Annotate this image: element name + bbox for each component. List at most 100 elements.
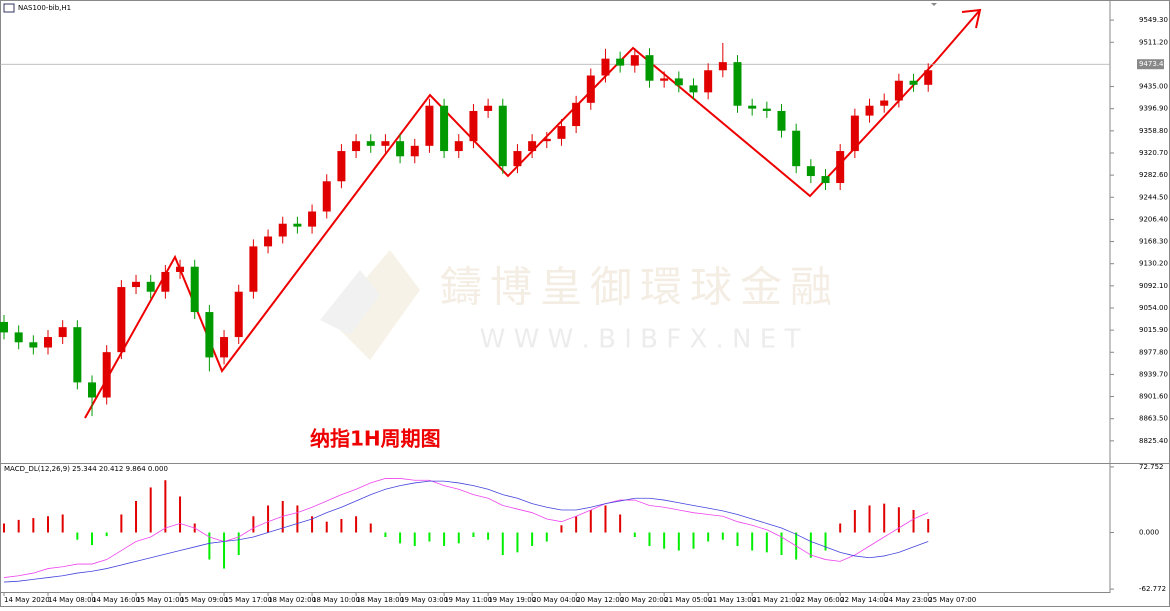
x-tick-label: 15 May 17:00 — [224, 596, 272, 604]
x-tick-label: 20 May 12:00 — [576, 596, 624, 604]
candle-body — [557, 126, 566, 139]
candle-body — [176, 266, 185, 272]
y-tick-label: 9092.10 — [1139, 282, 1168, 290]
y-tick-label: 9206.40 — [1139, 215, 1168, 223]
x-tick-label: 14 May 08:00 — [48, 596, 96, 604]
macd-title: MACD_DL(12,26,9) 25.344 20.412 9.864 0.0… — [4, 465, 168, 473]
candle-body — [264, 236, 273, 247]
y-tick-label: 8863.50 — [1139, 415, 1168, 423]
candle-body — [132, 281, 141, 288]
candle-body — [293, 223, 302, 227]
candle-body — [410, 145, 419, 157]
candle-body — [337, 151, 346, 182]
macd-line — [3, 480, 929, 583]
candle-body — [73, 327, 82, 383]
candle-body — [381, 141, 390, 146]
candle-body — [454, 141, 463, 152]
y-tick-label: 9435.00 — [1139, 83, 1168, 91]
candle-body — [630, 55, 639, 66]
candle-body — [645, 55, 654, 81]
candle-body — [674, 78, 683, 86]
candle-body — [102, 352, 111, 398]
x-tick-label: 14 May 2020 — [4, 596, 50, 604]
candle-body — [352, 141, 361, 152]
candle-body — [190, 266, 199, 313]
candle-body — [322, 181, 331, 212]
x-tick-label: 15 May 01:00 — [136, 596, 184, 604]
candle-body — [909, 80, 918, 85]
candle-body — [792, 130, 801, 167]
y-tick-label: 8825.40 — [1139, 437, 1168, 445]
candle-body — [146, 281, 155, 292]
watermark-url: W W W . B I B F X . N E T — [480, 325, 801, 355]
candle-body — [777, 110, 786, 131]
candle-body — [660, 78, 669, 81]
x-tick-label: 22 May 06:00 — [796, 596, 844, 604]
watermark-logo — [320, 270, 380, 335]
x-tick-label: 15 May 09:00 — [180, 596, 228, 604]
y-tick-label: 9244.50 — [1139, 193, 1168, 201]
candle-body — [161, 271, 170, 292]
candle-body — [58, 327, 67, 338]
candle-body — [689, 85, 698, 93]
candle-body — [748, 105, 757, 109]
y-tick-label: 9320.70 — [1139, 149, 1168, 157]
trend-zigzag — [84, 9, 981, 419]
candle-body — [704, 70, 713, 93]
candle-body — [220, 337, 229, 358]
candle-body — [865, 105, 874, 116]
candle-body — [572, 102, 581, 127]
candle-body — [762, 108, 771, 111]
x-tick-label: 24 May 23:00 — [884, 596, 932, 604]
current-price-label: 9473.40 — [1139, 60, 1168, 68]
candle-body — [205, 312, 214, 358]
candle-body — [366, 141, 375, 146]
candle-body — [601, 58, 610, 76]
y-tick-label: 0.000 — [1139, 529, 1159, 537]
x-tick-label: 14 May 16:00 — [92, 596, 140, 604]
candle-body — [821, 176, 830, 184]
annotation: 纳指1H周期图 — [310, 427, 441, 451]
candle-body — [484, 105, 493, 111]
candle-body — [718, 62, 727, 71]
y-tick-label: 9054.00 — [1139, 304, 1168, 312]
y-tick-label: 8939.70 — [1139, 370, 1168, 378]
x-tick-label: 19 May 19:00 — [488, 596, 536, 604]
arrow-head — [961, 8, 982, 29]
candle-body — [14, 332, 23, 343]
y-tick-label: -62.772 — [1139, 585, 1166, 593]
candle-body — [924, 70, 933, 85]
candle-body — [880, 100, 889, 106]
y-tick-label: 9358.80 — [1139, 127, 1168, 135]
x-tick-label: 18 May 18:00 — [356, 596, 404, 604]
candle-body — [249, 246, 258, 292]
y-tick-label: 9015.90 — [1139, 326, 1168, 334]
watermark-text: 鑄博皇御環球金融 — [440, 263, 840, 312]
candle-body — [836, 151, 845, 184]
candle-body — [234, 291, 243, 338]
x-tick-label: 19 May 03:00 — [400, 596, 448, 604]
watermark: 鑄博皇御環球金融 W W W . B I B F X . N E T — [320, 250, 840, 360]
candle-body — [469, 110, 478, 142]
y-tick-label: 9396.90 — [1139, 105, 1168, 113]
x-tick-label: 20 May 20:00 — [620, 596, 668, 604]
x-tick-label: 18 May 10:00 — [312, 596, 360, 604]
y-tick-label: 9282.60 — [1139, 171, 1168, 179]
y-tick-label: 8901.60 — [1139, 393, 1168, 401]
candle-body — [733, 62, 742, 106]
candle-body — [498, 105, 507, 167]
candle-body — [894, 80, 903, 101]
candle-body — [425, 105, 434, 146]
candle-body — [806, 166, 815, 177]
candle-body — [44, 337, 53, 348]
x-tick-label: 21 May 13:00 — [708, 596, 756, 604]
x-tick-label: 21 May 05:00 — [664, 596, 712, 604]
symbol-icon — [3, 3, 15, 13]
candle-body — [528, 141, 537, 152]
macd-line — [3, 478, 929, 578]
candle-body — [586, 75, 595, 103]
x-tick-label: 22 May 14:00 — [840, 596, 888, 604]
candle-body — [29, 342, 38, 348]
